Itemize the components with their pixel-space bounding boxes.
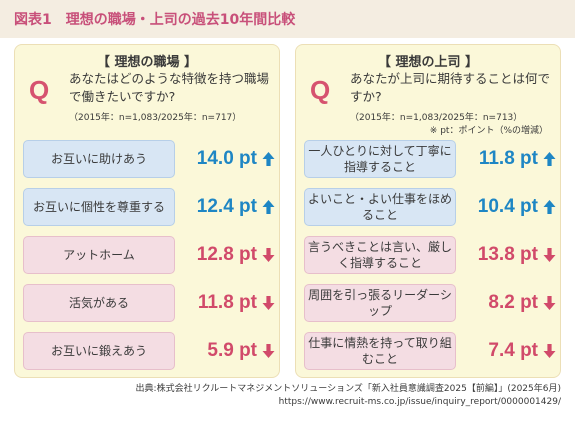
data-row: お互いに個性を尊重する 12.4 pt bbox=[23, 188, 275, 226]
item-label: 周囲を引っ張るリーダーシップ bbox=[304, 284, 456, 322]
data-row: よいこと・よい仕事をほめること 10.4 pt bbox=[304, 188, 556, 226]
item-label: よいこと・よい仕事をほめること bbox=[304, 188, 456, 226]
arrow-up-icon bbox=[543, 199, 556, 215]
item-label: お互いに個性を尊重する bbox=[23, 188, 175, 226]
change-value: 11.8 pt bbox=[460, 140, 556, 178]
item-label: 活気がある bbox=[23, 284, 175, 322]
change-value-text: 14.0 pt bbox=[196, 148, 257, 169]
data-row: 一人ひとりに対して丁寧に指導すること 11.8 pt bbox=[304, 140, 556, 178]
question-mark: Q bbox=[310, 75, 331, 105]
item-label: 一人ひとりに対して丁寧に指導すること bbox=[304, 140, 456, 178]
change-value-text: 11.8 pt bbox=[197, 292, 257, 313]
change-value: 12.8 pt bbox=[179, 236, 275, 274]
arrow-down-icon bbox=[543, 247, 556, 263]
change-value-text: 12.8 pt bbox=[196, 244, 257, 265]
arrow-down-icon bbox=[262, 295, 275, 311]
change-value-text: 12.4 pt bbox=[196, 196, 257, 217]
change-value: 8.2 pt bbox=[460, 284, 556, 322]
data-row: お互いに助けあう 14.0 pt bbox=[23, 140, 275, 178]
data-row: アットホーム 12.8 pt bbox=[23, 236, 275, 274]
change-value: 14.0 pt bbox=[179, 140, 275, 178]
arrow-up-icon bbox=[543, 151, 556, 167]
change-value-text: 8.2 pt bbox=[488, 292, 538, 313]
change-value: 10.4 pt bbox=[460, 188, 556, 226]
figure-header: 図表1 理想の職場・上司の過去10年間比較 bbox=[0, 0, 575, 38]
data-row: 言うべきことは言い、厳しく指導すること 13.8 pt bbox=[304, 236, 556, 274]
item-label: お互いに助けあう bbox=[23, 140, 175, 178]
panel-heading: 【 理想の職場 】 bbox=[96, 55, 198, 70]
question-mark: Q bbox=[29, 75, 50, 105]
arrow-down-icon bbox=[262, 343, 275, 359]
sample-size: （2015年：n=1,083/2025年：n=713） bbox=[350, 113, 523, 123]
item-label: お互いに鍛えあう bbox=[23, 332, 175, 370]
source-credit: 出典:株式会社リクルートマネジメントソリューションズ「新入社員意識調査2025【… bbox=[136, 383, 561, 409]
change-value-text: 5.9 pt bbox=[207, 340, 257, 361]
panel-ideal-workplace: 【 理想の職場 】 Q あなたはどのような特徴を持つ職場で働きたいですか? （2… bbox=[14, 44, 280, 378]
change-value: 13.8 pt bbox=[460, 236, 556, 274]
panel-ideal-boss: 【 理想の上司 】 Q あなたが上司に期待することは何ですか? （2015年：n… bbox=[295, 44, 561, 378]
change-value-text: 10.4 pt bbox=[477, 196, 538, 217]
figure-title: 理想の職場・上司の過去10年間比較 bbox=[65, 12, 296, 28]
question-text: あなたが上司に期待することは何ですか? bbox=[350, 71, 551, 104]
data-row: 仕事に情熱を持って取り組むこと 7.4 pt bbox=[304, 332, 556, 370]
change-value-text: 11.8 pt bbox=[478, 148, 538, 169]
panel-heading: 【 理想の上司 】 bbox=[377, 55, 479, 70]
arrow-up-icon bbox=[262, 151, 275, 167]
arrow-down-icon bbox=[262, 247, 275, 263]
source-line: 出典:株式会社リクルートマネジメントソリューションズ「新入社員意識調査2025【… bbox=[135, 384, 561, 394]
change-value-text: 7.4 pt bbox=[488, 340, 538, 361]
arrow-down-icon bbox=[543, 343, 556, 359]
item-label: 言うべきことは言い、厳しく指導すること bbox=[304, 236, 456, 274]
data-row: 周囲を引っ張るリーダーシップ 8.2 pt bbox=[304, 284, 556, 322]
figure-label: 図表1 bbox=[14, 12, 52, 28]
source-url[interactable]: https://www.recruit-ms.co.jp/issue/inqui… bbox=[278, 397, 561, 407]
unit-note: ※ pt：ポイント（%の増減） bbox=[429, 126, 548, 136]
change-value: 5.9 pt bbox=[179, 332, 275, 370]
change-value: 7.4 pt bbox=[460, 332, 556, 370]
arrow-down-icon bbox=[543, 295, 556, 311]
question-text: あなたはどのような特徴を持つ職場で働きたいですか? bbox=[69, 71, 270, 104]
data-row: お互いに鍛えあう 5.9 pt bbox=[23, 332, 275, 370]
item-label: 仕事に情熱を持って取り組むこと bbox=[304, 332, 456, 370]
item-label: アットホーム bbox=[23, 236, 175, 274]
arrow-up-icon bbox=[262, 199, 275, 215]
change-value: 11.8 pt bbox=[179, 284, 275, 322]
change-value-text: 13.8 pt bbox=[477, 244, 538, 265]
data-row: 活気がある 11.8 pt bbox=[23, 284, 275, 322]
sample-size: （2015年：n=1,083/2025年：n=717） bbox=[69, 113, 242, 123]
change-value: 12.4 pt bbox=[179, 188, 275, 226]
